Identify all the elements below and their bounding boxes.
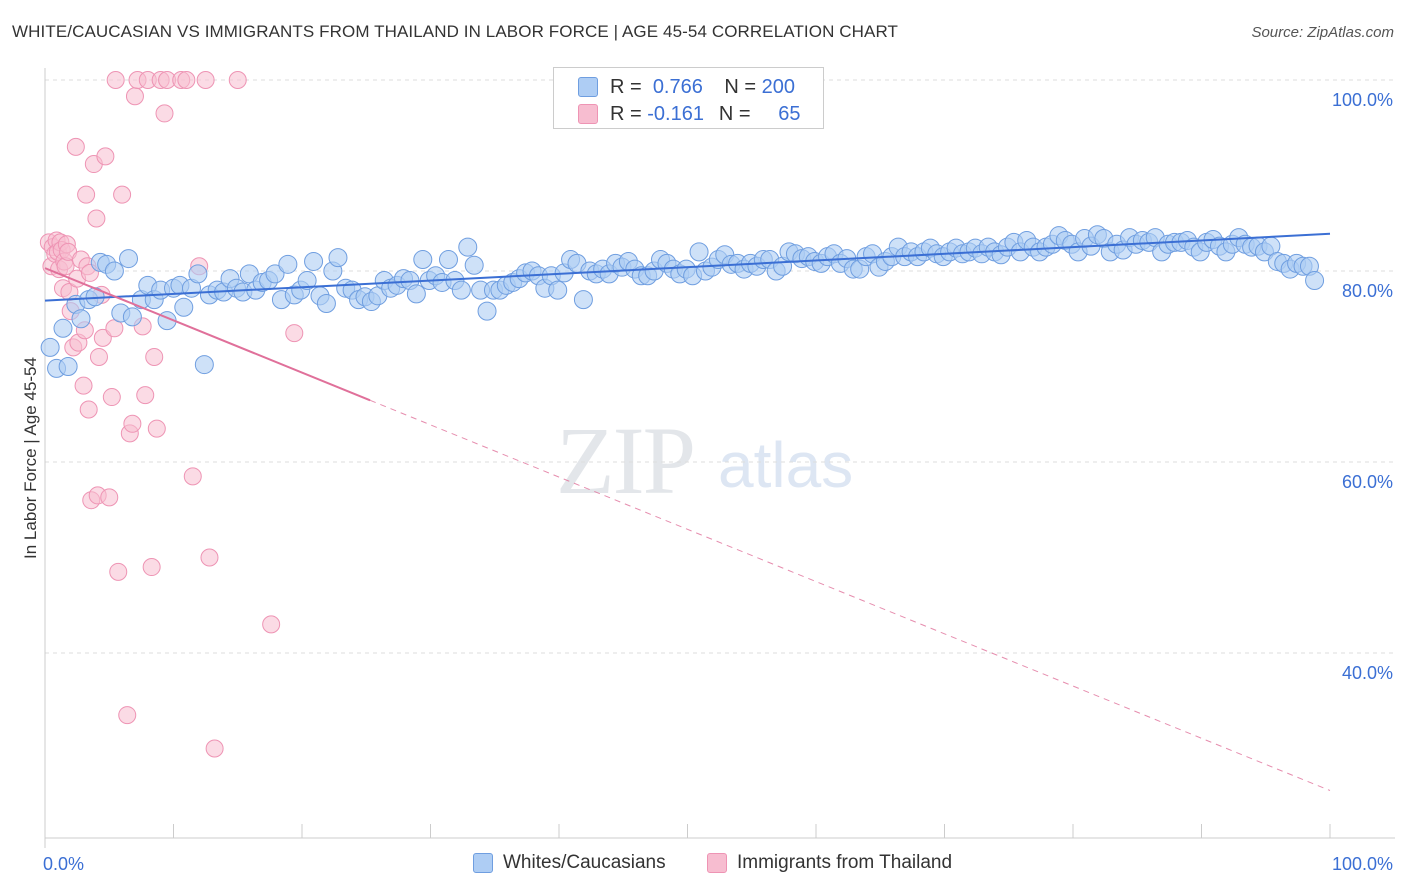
gridlines [45, 79, 1395, 654]
thailand-point [102, 388, 121, 407]
trend-line-thailand-extension [369, 399, 1331, 791]
thailand-point [205, 739, 224, 758]
chart-source: Source: ZipAtlas.com [1251, 24, 1394, 41]
thailand-point [106, 71, 125, 89]
legend-swatch-thailand [707, 853, 727, 873]
white-point [71, 309, 91, 329]
thailand-point [123, 414, 142, 433]
thailand-point [177, 71, 196, 89]
legend-row-thailand: R = -0.161 N = 65 [578, 101, 801, 127]
thailand-point [87, 209, 106, 228]
x-tick-label: 100.0% [1332, 854, 1393, 874]
thailand-point [142, 558, 161, 577]
white-point [194, 355, 214, 375]
thailand-point [109, 562, 128, 581]
legend-n-label: N = [718, 102, 751, 125]
thailand-point [66, 137, 85, 156]
legend-r-label: R = [610, 75, 642, 98]
thailand-point [136, 386, 155, 405]
legend-label-thailand: Immigrants from Thailand [737, 852, 953, 873]
series-white-points [40, 225, 1325, 378]
thailand-point [228, 71, 247, 89]
y-tick-label: 40.0% [1342, 663, 1393, 683]
thailand-point [100, 488, 119, 507]
legend-row-white: R = 0.766 N = 200 [578, 74, 795, 100]
legend-r-value-white: 0.766 [652, 75, 703, 98]
tick-labels: 100.0% 80.0% 60.0% 40.0% 0.0% 100.0% [43, 90, 1393, 874]
thailand-point [93, 328, 112, 347]
thailand-point [74, 376, 93, 395]
y-axis-label: In Labor Force | Age 45-54 [21, 357, 40, 559]
white-point [188, 264, 208, 284]
series-legend: Whites/Caucasians Immigrants from Thaila… [0, 852, 1406, 878]
chart-title: WHITE/CAUCASIAN VS IMMIGRANTS FROM THAIL… [12, 22, 899, 41]
thailand-point [79, 400, 98, 419]
white-point [451, 280, 471, 300]
legend-label-white: Whites/Caucasians [503, 852, 666, 873]
thailand-point [183, 467, 202, 486]
white-point [297, 271, 317, 291]
trend-line-thailand [44, 267, 371, 402]
x-tick-label: 0.0% [43, 854, 84, 874]
thailand-point [262, 615, 281, 634]
white-point [477, 301, 497, 321]
correlation-legend: R = 0.766 N = 200 R = -0.161 N = 65 [553, 67, 824, 129]
thailand-point [145, 347, 164, 366]
white-point [573, 290, 593, 310]
y-tick-label: 80.0% [1342, 281, 1393, 301]
white-point [122, 307, 142, 327]
white-point [328, 248, 348, 268]
white-point [174, 297, 194, 317]
legend-r-label: R = [610, 102, 642, 125]
white-point [464, 255, 484, 275]
white-point [316, 293, 336, 313]
series-thailand-points [39, 71, 304, 758]
legend-item-thailand: Immigrants from Thailand [707, 852, 952, 874]
thailand-point [125, 87, 144, 106]
legend-swatch-thailand [578, 104, 598, 124]
white-point [58, 357, 78, 376]
white-point [265, 264, 285, 284]
trend-line-white [44, 232, 1331, 302]
legend-n-label: N = [724, 75, 757, 98]
thailand-point [155, 104, 174, 123]
y-tick-label: 60.0% [1342, 472, 1393, 492]
white-point [413, 250, 433, 270]
axes [44, 68, 1395, 848]
thailand-point [77, 185, 96, 204]
legend-swatch-white [473, 853, 493, 873]
thailand-point [200, 548, 219, 567]
thailand-point [147, 419, 166, 438]
white-point [458, 237, 478, 257]
white-point [548, 280, 568, 300]
legend-swatch-white [578, 77, 598, 97]
thailand-point [96, 147, 115, 166]
thailand-point [89, 347, 108, 366]
watermark-atlas: atlas [718, 429, 854, 501]
thailand-point [285, 324, 304, 343]
white-point [689, 242, 709, 262]
white-point [406, 284, 426, 304]
y-tick-label: 100.0% [1332, 90, 1393, 110]
legend-item-white: Whites/Caucasians [473, 852, 666, 874]
white-point [40, 337, 60, 357]
legend-r-value-thailand: -0.161 [647, 102, 704, 125]
white-point [119, 249, 139, 269]
white-point [438, 250, 458, 270]
trend-lines [44, 232, 1331, 791]
thailand-point [113, 185, 132, 204]
watermark-zip: ZIP [556, 407, 696, 514]
legend-n-value-thailand: 65 [778, 102, 801, 125]
white-point [304, 251, 324, 271]
white-point [1305, 271, 1325, 291]
thailand-point [118, 706, 137, 725]
thailand-point [196, 71, 215, 89]
legend-n-value-white: 200 [761, 75, 795, 98]
white-point [278, 254, 298, 274]
white-point [104, 261, 124, 281]
white-point [53, 318, 73, 338]
